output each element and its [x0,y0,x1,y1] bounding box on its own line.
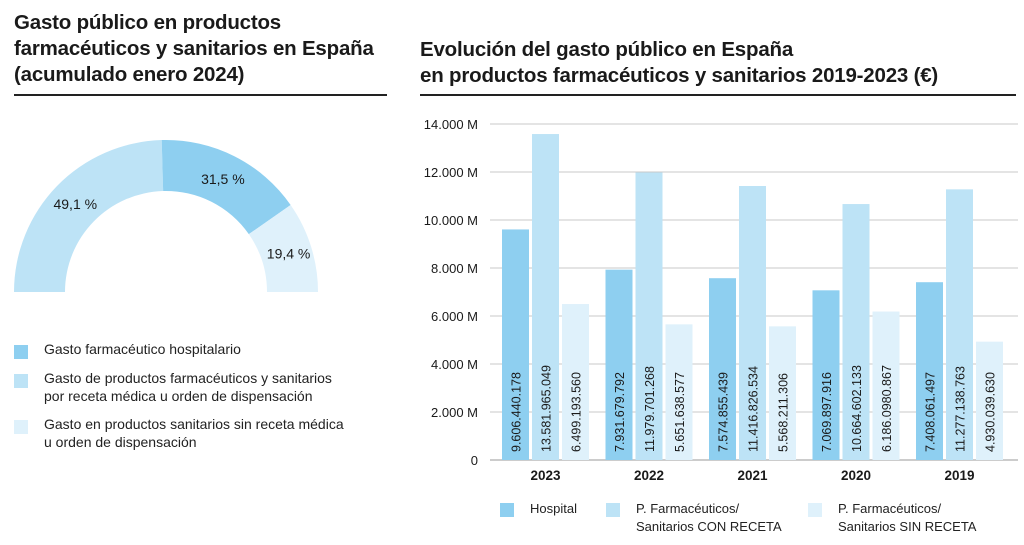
bar-value-label: 11.416.826.534 [747,366,761,452]
y-tick-label: 12.000 M [424,165,478,180]
bar-value-label: 6.186.0980.867 [880,365,894,452]
bar-sin_receta-2020 [872,311,900,460]
semi-donut-chart: 49,1 % 31,5 % 19,4 % [14,140,318,292]
bar-hospital-2023 [502,229,529,460]
bar-hospital-2021 [709,278,736,460]
bar-legend-swatch-con-receta [606,503,620,517]
bar-value-label: 7.408.061.497 [924,372,938,452]
bar-sin_receta-2019 [976,341,1003,460]
left-title-divider [14,94,387,96]
x-tick-label: 2020 [841,468,871,483]
bar-chart-title-line2: en productos farmacéuticos y sanitarios … [420,64,939,87]
y-tick-label: 10.000 M [424,213,478,228]
bar-chart-title-line1: Evolución del gasto público en España [420,38,794,61]
bar-value-label: 4.930.039.630 [984,372,998,452]
bar-value-label: 7.931.679.792 [613,372,627,452]
bar-value-label: 5.568.211.306 [777,373,791,452]
bar-value-label: 5.651.638.577 [673,372,687,452]
y-tick-label: 14.000 M [424,117,478,132]
bar-hospital-2022 [605,269,633,460]
bar-legend-sin-receta-line2: Sanitarios SIN RECETA [838,519,977,534]
bar-legend-label-hospital: Hospital [530,500,577,518]
y-tick-label: 8.000 M [431,261,478,276]
donut-slice-con_receta [14,140,164,292]
bar-legend-con-receta-line2: Sanitarios CON RECETA [636,519,782,534]
legend-swatch-sin-receta [14,420,28,434]
bar-chart-title: Evolución del gasto público en España en… [420,37,1020,89]
bar-con_receta-2022 [635,172,663,460]
y-tick-label: 4.000 M [431,357,478,372]
x-tick-label: 2023 [530,468,561,483]
donut-label-hospital: 31,5 % [201,171,245,187]
donut-slice-hospital [161,140,291,235]
bar-value-label: 7.574.855.439 [717,372,731,452]
bar-legend-sin-receta-line1: P. Farmacéuticos/ [838,501,942,516]
bar-con_receta-2023 [532,134,559,460]
bar-legend-hospital-line1: Hospital [530,501,577,516]
legend-label-hospital: Gasto farmacéutico hospitalario [44,341,241,357]
right-title-divider [420,94,1016,96]
bar-sin_receta-2023 [562,304,589,460]
bar-legend-item-hospital: Hospital [500,500,577,518]
bar-value-label: 11.277.138.763 [954,366,968,452]
bar-legend-item-con-receta: P. Farmacéuticos/ Sanitarios CON RECETA [606,500,782,536]
legend-swatch-hospital [14,345,28,359]
donut-chart-title: Gasto público en productos farmacéuticos… [14,11,374,86]
bar-hospital-2019 [916,282,943,460]
x-tick-label: 2021 [737,468,768,483]
bar-sin_receta-2022 [665,324,693,460]
bar-value-label: 10.664.602.133 [850,365,864,452]
y-tick-label: 6.000 M [431,309,478,324]
legend-item-hospital: Gasto farmacéutico hospitalario [14,340,344,359]
bar-legend-swatch-hospital [500,503,514,517]
legend-label-con-receta: Gasto de productos farmacéuticos y sanit… [44,370,332,404]
bar-con_receta-2020 [842,204,870,460]
donut-label-sin_receta: 19,4 % [267,245,311,261]
x-tick-label: 2022 [634,468,664,483]
bar-hospital-2020 [812,290,840,460]
donut-legend: Gasto farmacéutico hospitalario Gasto de… [14,340,344,461]
legend-item-sin-receta: Gasto en productos sanitarios sin receta… [14,415,344,451]
bar-legend-con-receta-line1: P. Farmacéuticos/ [636,501,740,516]
bar-legend-item-sin-receta: P. Farmacéuticos/ Sanitarios SIN RECETA [808,500,976,536]
bar-value-label: 6.499.193.560 [570,372,584,452]
bar-value-label: 7.069.897.916 [820,372,834,452]
bar-legend-swatch-sin-receta [808,503,822,517]
donut-label-con_receta: 49,1 % [53,196,97,212]
bar-value-label: 9.606.440.178 [510,372,524,452]
donut-slice-sin_receta [248,204,318,292]
bar-con_receta-2021 [739,185,766,460]
y-tick-label: 0 [471,453,478,468]
legend-item-con-receta: Gasto de productos farmacéuticos y sanit… [14,369,344,405]
bar-value-label: 11.979.701.268 [643,366,657,452]
bar-value-label: 13.581.965.049 [540,365,554,452]
legend-label-sin-receta: Gasto en productos sanitarios sin receta… [44,416,344,450]
bar-legend-label-sin-receta: P. Farmacéuticos/ Sanitarios SIN RECETA [838,500,976,536]
bar-con_receta-2019 [946,189,973,460]
legend-swatch-con-receta [14,374,28,388]
bar-sin_receta-2021 [769,326,796,460]
y-tick-label: 2.000 M [431,405,478,420]
x-tick-label: 2019 [944,468,974,483]
bar-chart: 0 2.000 M 4.000 M 6.000 M 8.000 M 10.000 M 12.… [424,117,1018,483]
bar-legend-label-con-receta: P. Farmacéuticos/ Sanitarios CON RECETA [636,500,782,536]
